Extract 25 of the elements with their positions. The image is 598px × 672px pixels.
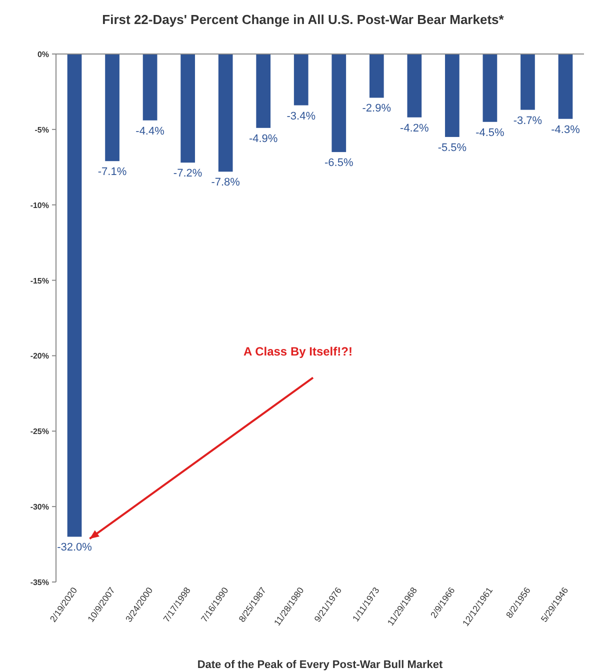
data-label: -3.7% [513, 114, 542, 127]
data-label: -4.3% [551, 124, 580, 136]
x-axis-title: Date of the Peak of Every Post-War Bull Market [197, 659, 443, 671]
y-tick-label: -15% [30, 276, 49, 286]
data-label: -4.2% [400, 122, 429, 134]
y-tick-label: -10% [30, 200, 49, 210]
y-tick-label: -5% [34, 125, 49, 134]
y-tick-label: -25% [30, 427, 49, 436]
y-tick-label: -20% [30, 352, 49, 361]
data-label: -7.1% [98, 166, 127, 178]
y-tick-label: -35% [30, 578, 49, 587]
data-label: -7.8% [211, 176, 240, 189]
y-tick-label: -30% [30, 502, 49, 512]
data-label: -5.5% [438, 142, 467, 154]
data-label: -4.5% [476, 126, 505, 139]
chart-title: First 22-Days' Percent Change in All U.S. Post-War Bear Markets* [102, 12, 505, 27]
data-label: -6.5% [324, 157, 354, 170]
annotation: A Class By Itself!?! [244, 344, 352, 359]
data-label: -2.9% [362, 102, 392, 115]
data-label: -32.0% [57, 542, 92, 554]
data-label: -4.9% [248, 132, 278, 145]
y-tick-label: 0% [37, 50, 49, 59]
data-label: -4.4% [136, 125, 165, 138]
data-label: -3.4% [286, 110, 316, 122]
data-label: -7.2% [173, 168, 202, 180]
